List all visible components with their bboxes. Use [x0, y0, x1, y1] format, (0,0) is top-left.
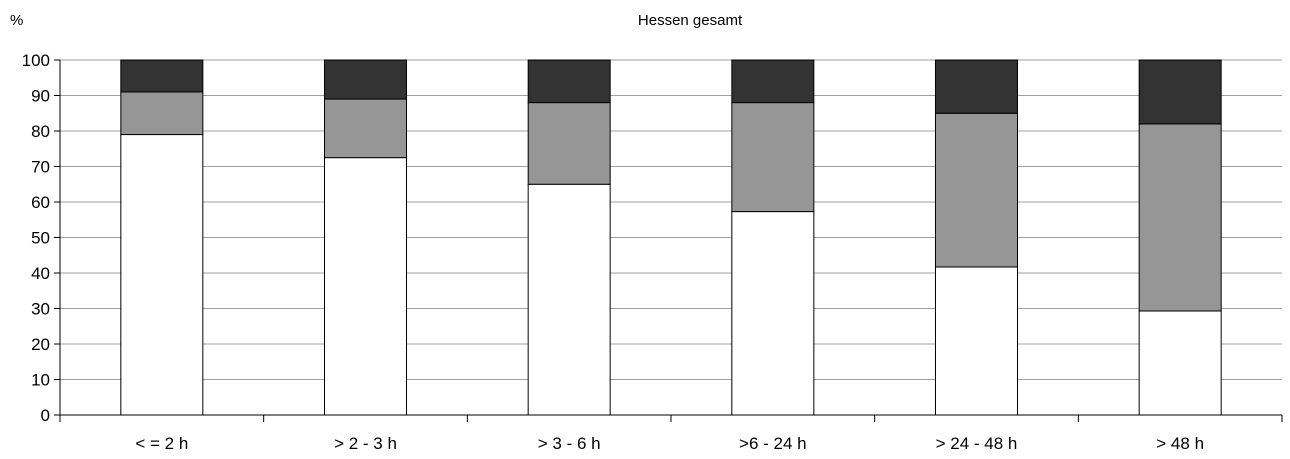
- bar-segment-1-2: [324, 157, 407, 416]
- y-tick-label: 40: [31, 264, 50, 283]
- bar-segment-1-5: [935, 266, 1018, 416]
- y-tick-label: 30: [31, 300, 50, 319]
- bar-segment-3-2: [324, 59, 407, 100]
- bar-segment-2-6: [1138, 123, 1222, 312]
- x-tick-label: > 24 - 48 h: [936, 434, 1018, 453]
- bar-segment-2-5: [935, 112, 1018, 268]
- y-tick-label: 100: [22, 51, 50, 70]
- bar-segment-1-6: [1138, 310, 1222, 416]
- bar-segment-1-4: [731, 211, 815, 416]
- x-tick-label: > 2 - 3 h: [334, 434, 397, 453]
- bar-segment-2-1: [120, 91, 204, 136]
- bar-segment-3-1: [120, 59, 204, 93]
- y-tick-label: 10: [31, 371, 50, 390]
- bars: [120, 59, 1222, 416]
- y-tick-label: 50: [31, 229, 50, 248]
- y-tick-label: 0: [41, 406, 50, 425]
- axes: 0 10 20 30 40 50 60 70 80 90 100 < = 2 h > 2 - 3 h > …: [22, 51, 1283, 453]
- y-tick-label: 20: [31, 335, 50, 354]
- x-tick-label: > 3 - 6 h: [538, 434, 601, 453]
- bar-segment-3-6: [1138, 59, 1222, 125]
- bar-segment-1-3: [527, 183, 611, 416]
- y-tick-label: 70: [31, 158, 50, 177]
- chart-title: Hessen gesamt: [638, 12, 743, 29]
- bar-segment-1-1: [120, 134, 204, 416]
- y-tick-label: 80: [31, 122, 50, 141]
- bar-segment-2-2: [324, 98, 407, 159]
- bar-segment-2-3: [527, 102, 611, 185]
- y-tick-label: 60: [31, 193, 50, 212]
- y-tick-label: 90: [31, 87, 50, 106]
- bar-segment-2-4: [731, 102, 815, 213]
- x-tick-label: >6 - 24 h: [739, 434, 807, 453]
- y-axis-unit-label: %: [10, 12, 23, 29]
- bar-segment-3-3: [527, 59, 611, 104]
- x-tick-label: > 48 h: [1156, 434, 1204, 453]
- bar-segment-3-4: [731, 59, 815, 104]
- x-tick-label: < = 2 h: [135, 434, 188, 453]
- bar-segment-3-5: [935, 59, 1018, 114]
- gridlines: [60, 59, 1282, 380]
